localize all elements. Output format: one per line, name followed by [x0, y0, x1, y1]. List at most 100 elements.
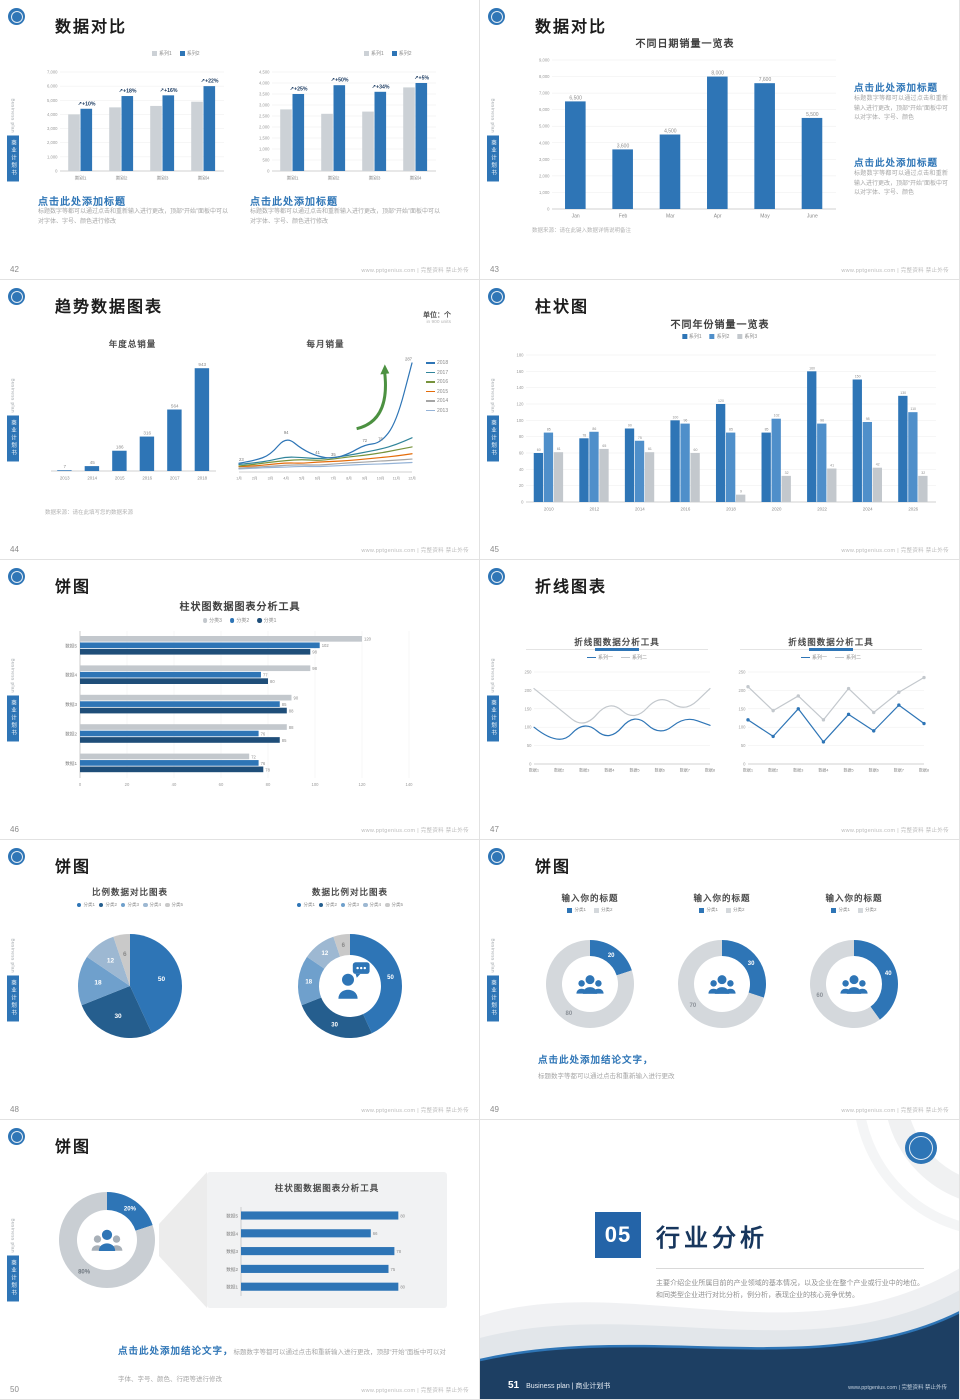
- svg-text:2017: 2017: [170, 476, 180, 481]
- svg-text:32: 32: [785, 471, 789, 475]
- svg-text:85: 85: [729, 428, 733, 432]
- svg-text:8月: 8月: [346, 476, 352, 481]
- chart-legend: 分类1 分类2 分类3 分类4 分类5: [260, 902, 440, 908]
- svg-text:3,000: 3,000: [259, 103, 270, 108]
- page-number: 46: [10, 825, 19, 834]
- chart-canvas: 20% 80%: [58, 1192, 155, 1288]
- page-number: 50: [10, 1385, 19, 1394]
- svg-text:98: 98: [312, 666, 317, 671]
- svg-text:↗+18%: ↗+18%: [119, 89, 137, 95]
- legend-item: 2014: [426, 398, 448, 404]
- svg-text:0: 0: [547, 207, 550, 212]
- svg-text:140: 140: [406, 782, 414, 787]
- watermark: www.pptgenius.com | 完整资料 禁止外传: [841, 828, 949, 834]
- donut-chart: 20 80: [542, 936, 638, 1032]
- chart-legend: 分类1 分类2 分类3 分类4 分类5: [40, 902, 220, 908]
- svg-text:数据5: 数据5: [226, 1213, 238, 1220]
- slide-50: 饼图 Business plan 商业计划书 20% 80% 柱状图数据图表分析工…: [0, 1120, 480, 1400]
- svg-text:20: 20: [608, 953, 615, 959]
- subsection-title: 点击此处添加标题: [38, 197, 126, 208]
- chart-canvas: 0 50 100 150 200 250 数据1 数据2 数据3 数据4 数据5 数据6 数据7 数据8: [525, 670, 716, 773]
- body-text: 标题数字等都可以通过点击和重新输入进行更改，顶部“开始”面板中可以对字体、字号、…: [38, 209, 228, 225]
- svg-text:100: 100: [672, 415, 678, 419]
- svg-text:8,000: 8,000: [711, 71, 724, 77]
- svg-text:数据3: 数据3: [226, 1248, 238, 1255]
- svg-text:316: 316: [143, 431, 151, 436]
- slide-42: 数据对比 Business plan 商业计划书 系列1 系列2 系列1 系列2 0…: [0, 0, 480, 280]
- chart-title: 比例数据对比图表: [91, 887, 168, 897]
- donut-chart: 20% 80%: [55, 1188, 159, 1292]
- svg-text:250: 250: [739, 670, 747, 675]
- legend-item: 系列二: [835, 654, 861, 661]
- svg-text:4,500: 4,500: [259, 70, 270, 75]
- svg-text:6,000: 6,000: [47, 84, 58, 89]
- svg-text:78: 78: [265, 767, 270, 772]
- svg-text:60: 60: [694, 448, 698, 452]
- svg-text:80: 80: [565, 1011, 572, 1017]
- legend-item: 2013: [426, 408, 448, 414]
- brand-logo-icon: [8, 848, 25, 865]
- chart-canvas: 0 20 40 60 80 100 120 140 160 180 60 78 90 100 120 85 16…: [517, 353, 936, 512]
- line-chart: 0 50 100 150 200 250 数据1 数据2 数据3 数据4 数据5 数据6 数据7 数据8: [732, 664, 930, 774]
- legend-item: 分类2: [858, 907, 877, 913]
- legend-item: 系列1: [152, 50, 172, 57]
- svg-text:120: 120: [364, 637, 372, 642]
- brand-logo-icon: [905, 1132, 937, 1164]
- svg-text:2024: 2024: [863, 507, 873, 512]
- svg-text:2026: 2026: [908, 507, 918, 512]
- svg-text:60: 60: [816, 993, 823, 999]
- svg-text:180: 180: [517, 353, 525, 358]
- page-number: 44: [10, 545, 19, 554]
- svg-text:140: 140: [517, 385, 525, 390]
- svg-text:3,000: 3,000: [47, 126, 58, 131]
- bar-chart: 0 500 1,000 1,500 2,000 2,500 3,000 3,500 4,000 4…: [248, 60, 440, 182]
- svg-text:23: 23: [239, 457, 244, 462]
- slide-45: 柱状图 Business plan 商业计划书 不同年份销量一览表 系列1 系列2…: [480, 280, 960, 560]
- svg-text:1,500: 1,500: [259, 136, 270, 141]
- svg-text:类别2: 类别2: [116, 175, 128, 182]
- svg-text:9,000: 9,000: [539, 58, 550, 63]
- side-banner-text-en: Business plan: [10, 1217, 16, 1253]
- svg-text:72: 72: [251, 754, 256, 759]
- chart-title: 折线图数据分析工具: [788, 637, 874, 647]
- section-body: 主要介绍企业所属目前的产业领域的基本情况，以及企业在整个产业或行业中的地位。和同…: [656, 1280, 924, 1300]
- svg-text:78: 78: [582, 433, 586, 437]
- svg-text:6: 6: [342, 943, 346, 949]
- svg-text:3,000: 3,000: [539, 157, 550, 162]
- svg-text:120: 120: [718, 399, 724, 403]
- svg-text:287: 287: [405, 356, 413, 361]
- subsection-title: 点击此处添加标题: [854, 83, 939, 94]
- chart-canvas: 80 66 78 75 80 数据5 数据4 数据3 数据2 数据1: [226, 1207, 406, 1296]
- brand-logo-icon: [8, 288, 25, 305]
- chart-title: 每月销量: [306, 339, 345, 349]
- bar-chart: 0 1,000 2,000 3,000 4,000 5,000 6,000 7,000 ↗+10…: [36, 60, 228, 182]
- svg-text:数据2: 数据2: [65, 731, 77, 738]
- chart-title: 柱状图数据图表分析工具: [179, 602, 301, 613]
- slide-title: 饼图: [55, 579, 92, 596]
- svg-text:2020: 2020: [772, 507, 782, 512]
- body-text: 标题数字等都可以通过点击和重新输入进行更改，顶部“开始”面板中可以对字体、字号、…: [854, 171, 948, 197]
- people-icon: [91, 1229, 123, 1252]
- people-icon: [576, 975, 604, 994]
- svg-text:2022: 2022: [817, 507, 827, 512]
- watermark: www.pptgenius.com | 完整资料 禁止外传: [361, 548, 469, 554]
- bar-chart: 7 45 186 316 564 943 2013 2014 2015 2016 2017 2018: [45, 350, 220, 482]
- svg-text:2018: 2018: [197, 476, 207, 481]
- chart-legend: 分类3 分类2 分类1: [202, 617, 276, 624]
- watermark: www.pptgenius.com | 完整资料 禁止外传: [361, 828, 469, 834]
- chart-panel: 柱状图数据图表分析工具 80 66 78 75 80 数据5 数据4 数据3 数据2 数据1: [207, 1172, 447, 1308]
- side-banner-text-zh: 商业计划书: [7, 1255, 19, 1302]
- svg-text:2,000: 2,000: [47, 140, 58, 145]
- svg-text:数据4: 数据4: [65, 672, 77, 679]
- svg-text:88: 88: [289, 708, 294, 713]
- svg-text:90: 90: [628, 424, 632, 428]
- side-banner-text-zh: 商业计划书: [7, 135, 19, 182]
- svg-text:Mar: Mar: [666, 214, 675, 220]
- funnel-shape: [159, 1172, 207, 1308]
- svg-text:数据5: 数据5: [65, 642, 77, 649]
- slide-title: 饼图: [535, 859, 572, 876]
- page-number: 48: [10, 1105, 19, 1114]
- svg-text:12: 12: [107, 957, 115, 964]
- svg-text:110: 110: [910, 407, 916, 411]
